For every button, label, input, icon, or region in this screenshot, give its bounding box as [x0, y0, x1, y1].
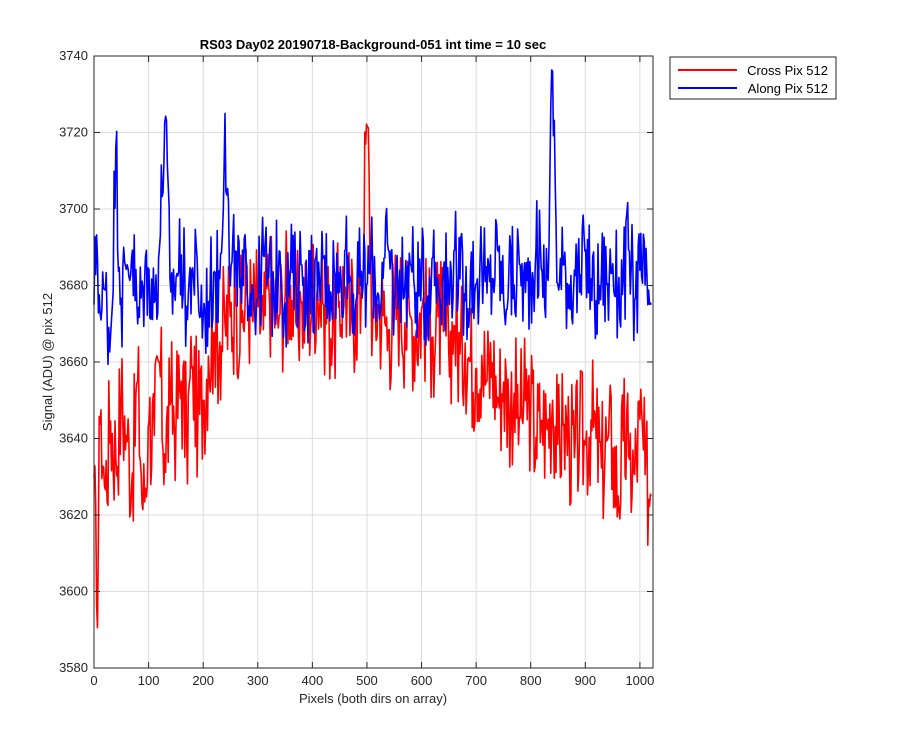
- plot-area: 0 100 200 300 400 500 600 700 800 900 1000 3580 3600…: [59, 48, 654, 688]
- series-line-along: [93, 69, 652, 366]
- y-tick-label: 3740: [59, 48, 88, 63]
- y-tick-label: 3580: [59, 660, 88, 675]
- legend-label-along: Along Pix 512: [748, 81, 828, 96]
- x-axis-label: Pixels (both dirs on array): [299, 691, 447, 706]
- x-tick-label: 800: [520, 673, 542, 688]
- legend-label-cross: Cross Pix 512: [747, 63, 828, 78]
- ticks: 0 100 200 300 400 500 600 700 800 900 1000 3580 3600…: [59, 48, 654, 688]
- y-tick-label: 3720: [59, 125, 88, 140]
- y-tick-label: 3620: [59, 507, 88, 522]
- x-tick-label: 100: [138, 673, 160, 688]
- y-tick-label: 3660: [59, 354, 88, 369]
- x-tick-label: 500: [356, 673, 378, 688]
- x-tick-label: 600: [411, 673, 433, 688]
- x-tick-label: 700: [465, 673, 487, 688]
- x-tick-label: 300: [247, 673, 269, 688]
- legend[interactable]: Cross Pix 512 Along Pix 512: [669, 56, 837, 100]
- x-tick-label: 200: [192, 673, 214, 688]
- y-tick-label: 3680: [59, 278, 88, 293]
- legend-box: [669, 56, 837, 100]
- x-tick-label: 400: [302, 673, 324, 688]
- y-axis-label: Signal (ADU) @ pix 512: [40, 293, 55, 431]
- x-tick-label: 0: [90, 673, 97, 688]
- y-tick-label: 3700: [59, 201, 88, 216]
- series-layer: [93, 69, 652, 629]
- chart-title: RS03 Day02 20190718-Background-051 int t…: [200, 37, 547, 52]
- x-tick-label: 1000: [625, 673, 654, 688]
- x-tick-label: 900: [574, 673, 596, 688]
- y-tick-label: 3600: [59, 584, 88, 599]
- series-line-cross: [93, 123, 652, 629]
- y-tick-label: 3640: [59, 431, 88, 446]
